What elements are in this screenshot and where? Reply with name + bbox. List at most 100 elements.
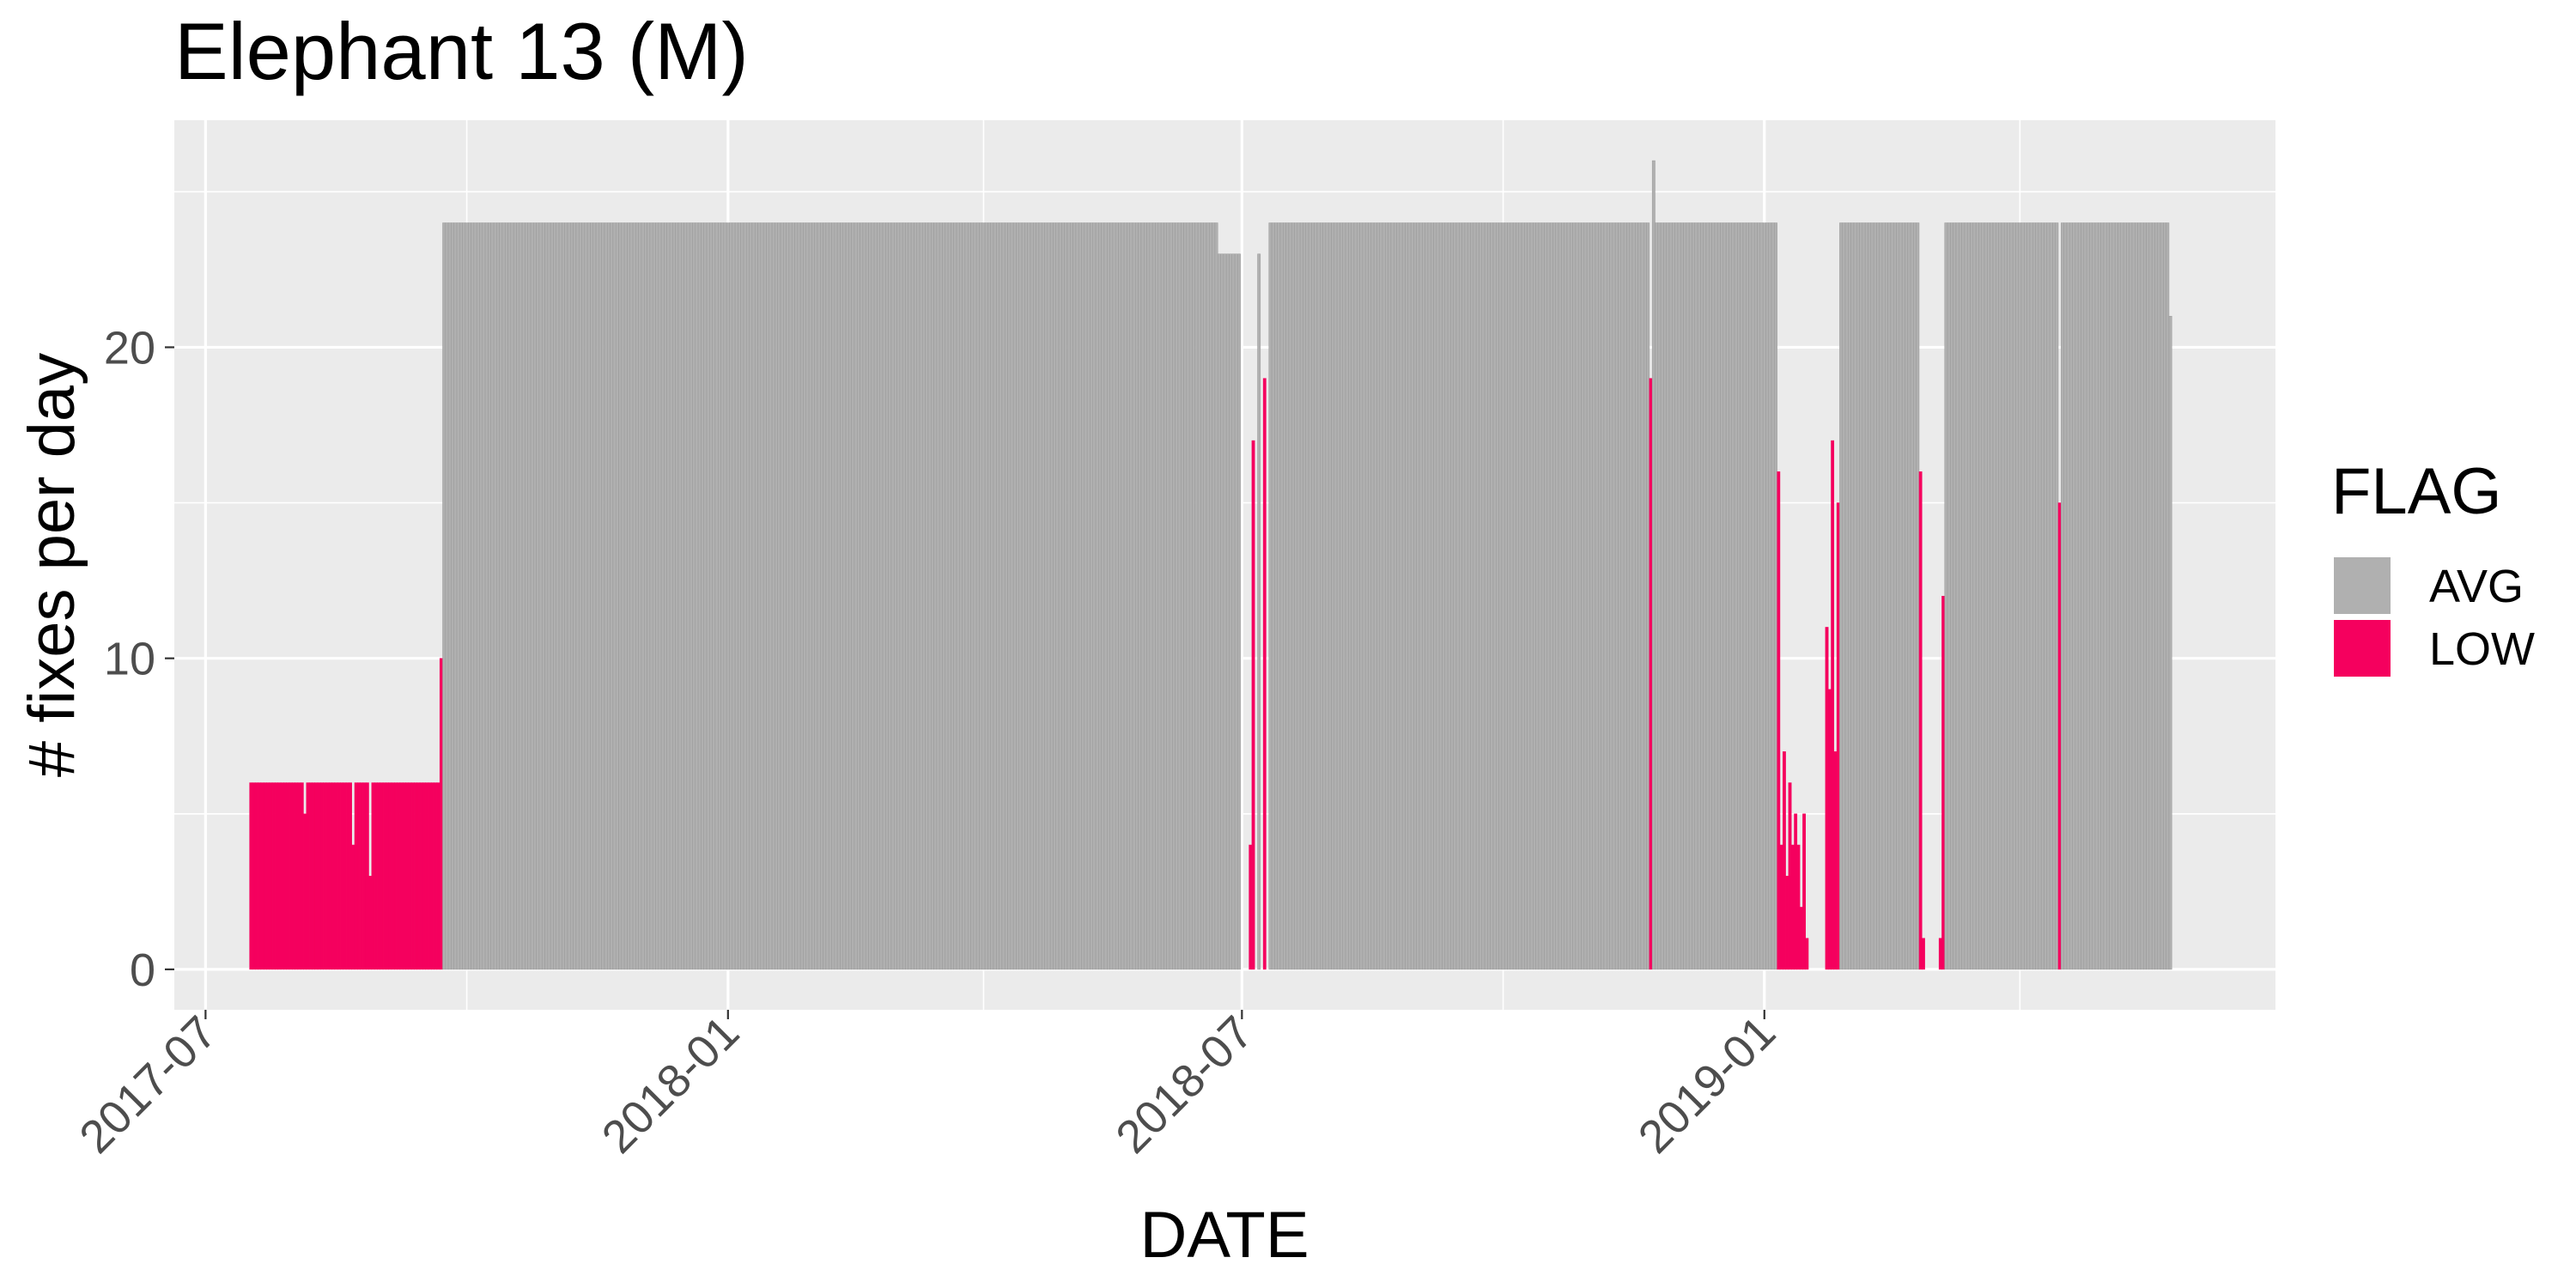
bar-avg (1146, 222, 1151, 970)
bar-avg (564, 222, 568, 970)
bar-low (263, 782, 267, 970)
bar-avg (1388, 222, 1392, 970)
bar-avg (2086, 222, 2090, 970)
bar-avg (1748, 222, 1753, 970)
bar-avg (1535, 222, 1540, 970)
bar-avg (2135, 222, 2138, 970)
bar-avg (1438, 222, 1443, 970)
y-axis: 0 10 20 (104, 322, 174, 996)
bar-avg (1870, 222, 1874, 970)
bar-avg (1768, 222, 1772, 970)
bar-avg (586, 222, 591, 970)
bar-avg (908, 222, 912, 970)
bar-avg (1978, 222, 1983, 970)
bar-avg (1660, 222, 1664, 970)
bar-low (271, 782, 276, 970)
y-tick-label: 0 (130, 945, 155, 996)
bar-avg (1842, 222, 1846, 970)
bar-avg (999, 222, 1003, 970)
x-tick-label: 2017-07 (70, 1006, 227, 1163)
bar-avg (1751, 222, 1755, 970)
bar-avg (1742, 222, 1747, 970)
bar-avg (1595, 222, 1599, 970)
bar-avg (1586, 222, 1590, 970)
bar-avg (814, 222, 818, 970)
bar-avg (1021, 222, 1025, 970)
bar-low (388, 782, 392, 970)
bar-avg (1899, 222, 1903, 970)
bar-avg (1998, 222, 2002, 970)
bar-avg (1544, 222, 1548, 970)
bar-avg (1078, 222, 1082, 970)
bar-avg (1564, 222, 1568, 970)
bar-avg (1394, 222, 1397, 970)
bar-low (349, 782, 352, 970)
bar-avg (746, 222, 750, 970)
bar-avg (578, 222, 582, 970)
bar-avg (1144, 222, 1147, 970)
bar-avg (831, 222, 835, 970)
bar-avg (1121, 222, 1125, 970)
bar-avg (2142, 222, 2147, 970)
bar-avg (547, 222, 551, 970)
bar-avg (1890, 222, 1894, 970)
bar-avg (1516, 222, 1519, 970)
bar-avg (805, 222, 810, 970)
bar-avg (507, 222, 512, 970)
bar-avg (2040, 222, 2044, 970)
bar-avg (1390, 222, 1394, 970)
bar-avg (453, 222, 458, 970)
bar-avg (1320, 222, 1323, 970)
bar-avg (1112, 222, 1116, 970)
bar-avg (1688, 222, 1692, 970)
bar-avg (1055, 222, 1060, 970)
bar-avg (1538, 222, 1542, 970)
bar-avg (2083, 222, 2087, 970)
bar-avg (1461, 222, 1466, 970)
bar-avg (541, 222, 545, 970)
bar-avg (1475, 222, 1479, 970)
bar-avg (910, 222, 914, 970)
bar-avg (760, 222, 764, 970)
bar-avg (1115, 222, 1119, 970)
bar-avg (1186, 222, 1190, 970)
bar-avg (2137, 222, 2142, 970)
bar-avg (1231, 253, 1236, 970)
bar-avg (627, 222, 630, 970)
bar-avg (1839, 222, 1843, 970)
bar-low (317, 782, 321, 970)
bar-avg (1223, 253, 1227, 970)
bar-avg (1972, 222, 1977, 970)
bar-avg (689, 222, 693, 970)
bar-avg (780, 222, 784, 970)
bar-avg (791, 222, 795, 970)
bar-avg (2003, 222, 2008, 970)
bar-avg (2148, 222, 2153, 970)
bar-avg (775, 222, 778, 970)
bar-low (434, 782, 438, 970)
bar-avg (1540, 222, 1545, 970)
bar-avg (1348, 222, 1352, 970)
bar-avg (2151, 222, 2155, 970)
bar-avg (1623, 222, 1627, 970)
bar-avg (623, 222, 628, 970)
bar-avg (1518, 222, 1522, 970)
bar-avg (669, 222, 673, 970)
bar-avg (1487, 222, 1491, 970)
bar-avg (931, 222, 934, 970)
bar-low (325, 782, 330, 970)
bar-avg (1237, 253, 1241, 970)
bar-avg (877, 222, 880, 970)
bar-low (365, 782, 369, 970)
bar-avg (1716, 222, 1721, 970)
bar-avg (536, 222, 540, 970)
bar-avg (1618, 222, 1622, 970)
bar-low (289, 782, 293, 970)
bar-avg (1961, 222, 1965, 970)
bar-avg (652, 222, 656, 970)
bar-avg (1038, 222, 1042, 970)
bar-avg (496, 222, 500, 970)
bar-avg (1614, 222, 1619, 970)
y-tick-label: 10 (104, 634, 155, 685)
bar-avg (1546, 222, 1551, 970)
